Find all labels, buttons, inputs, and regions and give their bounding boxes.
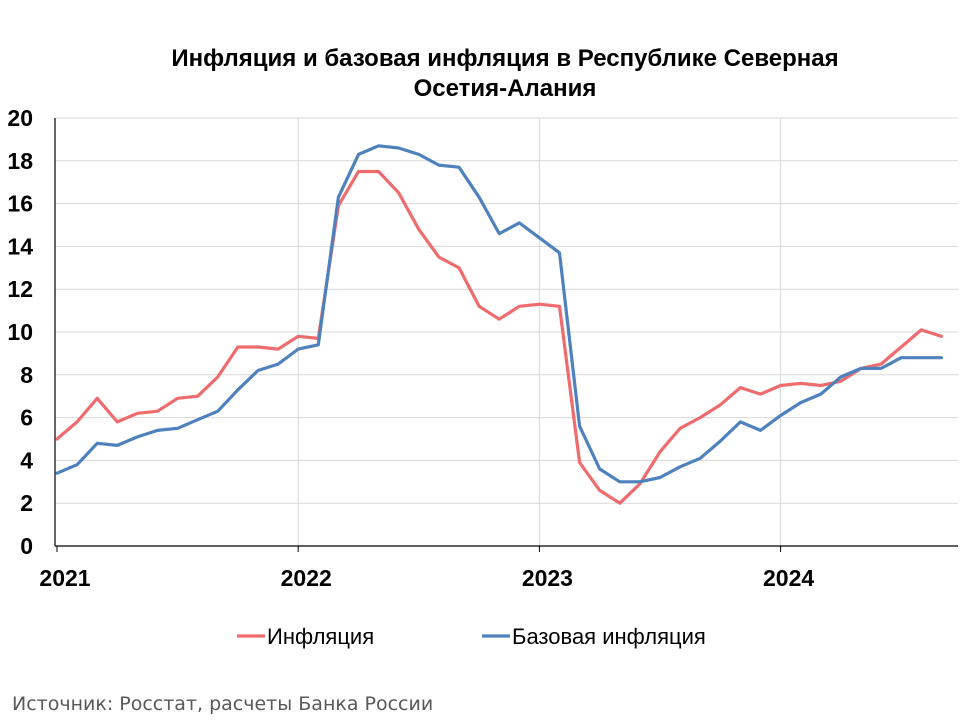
legend-label: Инфляция (267, 624, 374, 649)
y-tick-label: 14 (7, 233, 33, 259)
x-tick-label: 2022 (281, 565, 332, 591)
y-tick-label: 4 (20, 447, 33, 473)
chart-title: Инфляция и базовая инфляция в Республике… (171, 45, 838, 102)
y-tick-label: 10 (7, 319, 33, 345)
series-line-inflation (55, 169, 944, 505)
source-note: Источник: Росстат, расчеты Банка России (12, 693, 434, 715)
x-tick-label: 2021 (39, 565, 90, 591)
x-tick-label: 2023 (522, 565, 573, 591)
y-tick-label: 20 (7, 105, 33, 131)
y-tick-label: 0 (20, 533, 33, 559)
chart-title-line: Осетия-Алания (414, 75, 597, 102)
y-axis-tick-labels: 0 2 4 6 8 10 12 14 16 18 20 (7, 105, 33, 559)
chart-title-line: Инфляция и базовая инфляция в Республике… (171, 45, 838, 72)
axes (54, 118, 958, 547)
x-axis-tick-labels: 2021 2022 2023 2024 (39, 565, 814, 591)
y-tick-label: 16 (7, 191, 33, 217)
series-line-core-inflation (55, 144, 944, 484)
legend-label: Базовая инфляция (512, 624, 706, 649)
legend: Инфляция Базовая инфляция (237, 624, 706, 649)
y-tick-label: 18 (7, 148, 33, 174)
y-tick-label: 2 (20, 490, 33, 516)
y-tick-label: 8 (20, 362, 33, 388)
y-tick-label: 12 (7, 276, 33, 302)
series-lines (55, 144, 944, 505)
y-tick-label: 6 (20, 405, 33, 431)
gridlines (55, 117, 958, 552)
x-tick-label: 2024 (763, 565, 814, 591)
